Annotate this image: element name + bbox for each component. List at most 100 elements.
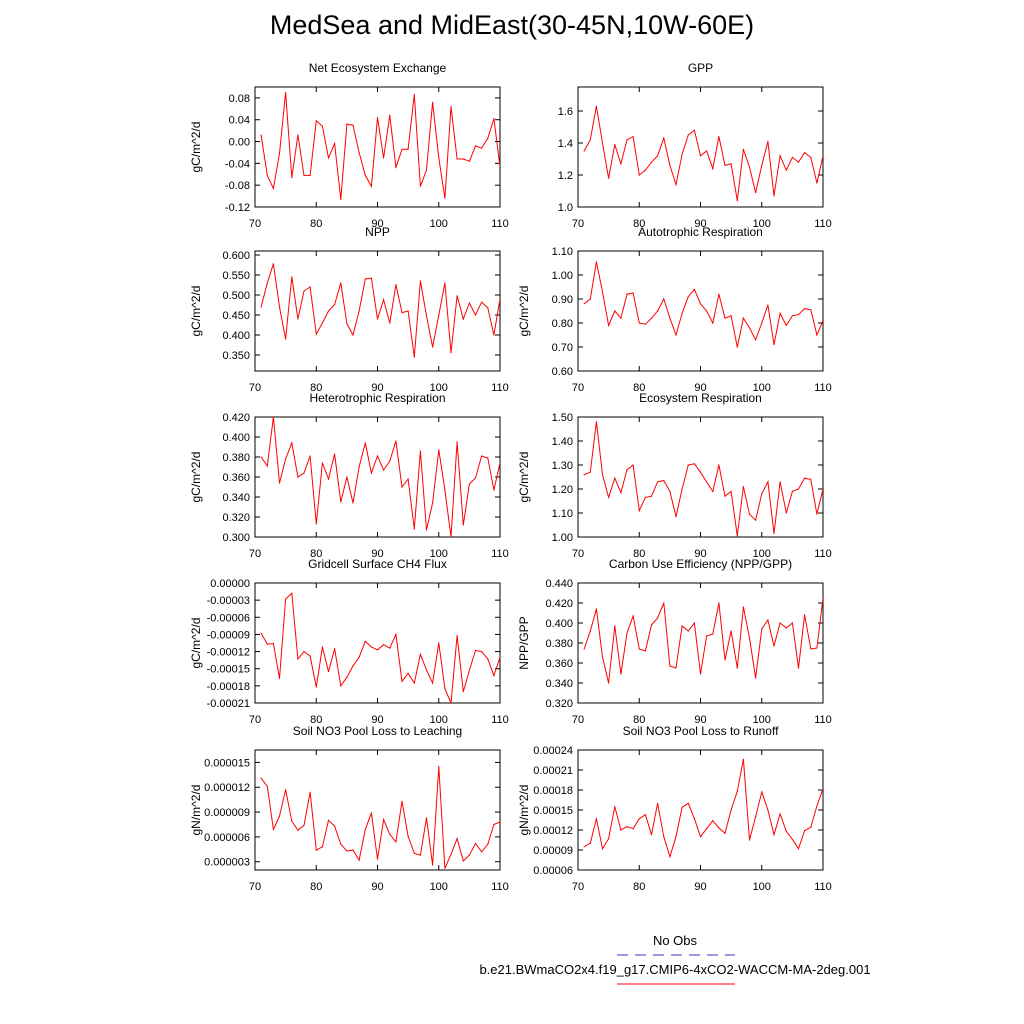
y-tick-label: 0.00024 <box>533 745 573 757</box>
x-tick-label: 90 <box>371 382 383 394</box>
data-point <box>632 464 634 466</box>
data-point <box>755 816 757 818</box>
data-point <box>352 334 354 336</box>
data-point <box>644 814 647 816</box>
data-point <box>278 152 281 155</box>
data-point <box>358 151 360 154</box>
plot-frame <box>577 749 824 871</box>
data-point <box>608 177 610 179</box>
data-point <box>767 481 769 483</box>
data-point <box>499 298 500 300</box>
data-point <box>755 677 757 679</box>
data-point <box>285 458 287 460</box>
data-point <box>663 836 665 838</box>
data-point <box>285 598 287 600</box>
y-tick-label: 0.60 <box>552 366 573 378</box>
y-tick-label: -0.00015 <box>207 664 250 676</box>
data-point <box>462 691 464 693</box>
data-point <box>620 317 622 319</box>
data-point <box>266 465 268 467</box>
data-point <box>376 116 379 119</box>
data-point <box>413 682 415 684</box>
data-point <box>608 324 610 326</box>
data-point <box>693 463 696 465</box>
data-point <box>724 832 726 834</box>
data-point <box>291 820 293 822</box>
data-point <box>718 827 720 829</box>
y-tick-label: 0.00000 <box>210 578 250 590</box>
data-point <box>487 843 489 845</box>
data-point <box>699 155 702 157</box>
data-point <box>474 314 477 316</box>
data-point <box>706 150 708 152</box>
panel-title: Carbon Use Efficiency (NPP/GPP) <box>609 557 792 571</box>
y-tick-label: -0.00003 <box>207 595 250 607</box>
data-point <box>595 105 598 107</box>
data-point <box>419 653 421 656</box>
data-point <box>797 667 800 669</box>
data-point <box>693 129 696 131</box>
data-point <box>425 169 428 171</box>
data-point <box>810 826 812 828</box>
plot-frame <box>254 749 501 871</box>
data-point <box>608 838 610 840</box>
data-point <box>791 156 794 158</box>
x-tick-label: 80 <box>310 382 322 394</box>
data-point <box>444 282 446 284</box>
data-point <box>401 486 403 488</box>
data-point <box>822 788 823 790</box>
data-point <box>468 483 470 485</box>
data-point <box>462 318 464 320</box>
data-point <box>303 290 305 292</box>
data-point <box>583 846 585 848</box>
y-axis-label: NPP/GPP <box>517 616 531 669</box>
panel-title: Soil NO3 Pool Loss to Leaching <box>293 724 462 738</box>
data-point <box>614 310 616 312</box>
y-axis-label: gC/m^2/d <box>189 618 203 669</box>
data-point <box>481 651 483 653</box>
x-tick-label: 70 <box>249 714 261 726</box>
data-point <box>432 864 434 866</box>
data-point <box>816 334 818 336</box>
data-point <box>340 843 342 845</box>
x-tick-label: 110 <box>491 548 509 560</box>
series-line <box>583 759 823 859</box>
data-point <box>804 614 806 616</box>
data-point <box>432 502 434 504</box>
data-point <box>742 148 745 150</box>
y-tick-label: 0.90 <box>552 294 573 306</box>
data-point <box>346 850 348 852</box>
data-point <box>456 838 458 840</box>
data-point <box>650 161 653 163</box>
x-tick-label: 110 <box>491 714 509 726</box>
data-point <box>620 492 622 494</box>
data-point <box>303 472 305 474</box>
data-point <box>767 304 769 306</box>
data-point <box>681 806 683 808</box>
data-point <box>285 91 287 94</box>
series-line <box>260 592 500 703</box>
data-point <box>718 602 720 604</box>
data-point <box>474 145 477 147</box>
data-point <box>272 187 274 190</box>
y-tick-label: 1.20 <box>552 484 573 496</box>
y-tick-label: 0.00018 <box>533 785 573 797</box>
panel-2: NPP 0.350 0.400 0.450 0.500 0.550 0.600 70 80 90 1… <box>189 225 509 394</box>
data-point <box>699 303 702 305</box>
x-tick-label: 80 <box>310 218 322 230</box>
data-point <box>401 148 403 150</box>
data-point <box>742 486 745 488</box>
data-point <box>638 818 640 820</box>
data-point <box>383 469 385 471</box>
data-point <box>340 282 342 284</box>
data-point <box>303 824 305 826</box>
y-tick-label: 0.550 <box>222 270 250 282</box>
data-point <box>785 512 787 514</box>
data-point <box>601 656 604 658</box>
y-tick-label: 0.600 <box>222 250 250 262</box>
data-point <box>663 602 665 604</box>
data-point <box>383 299 385 301</box>
data-point <box>804 830 806 832</box>
x-tick-label: 100 <box>430 218 448 230</box>
